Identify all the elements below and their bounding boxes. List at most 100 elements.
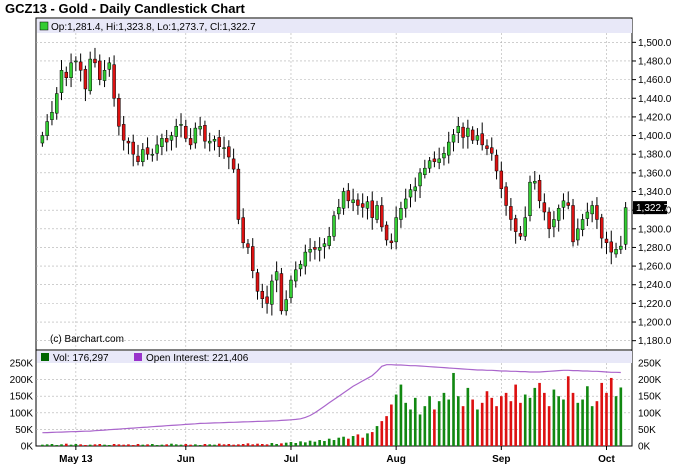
- candle-body: [547, 211, 551, 230]
- candle-body: [375, 205, 379, 220]
- volume-bar: [160, 444, 164, 446]
- candle-body: [227, 146, 231, 158]
- volume-bar: [519, 402, 522, 446]
- volume-bar: [265, 444, 269, 446]
- price-panel: [35, 17, 633, 351]
- candle-body: [107, 62, 112, 70]
- volume-bar: [131, 445, 135, 446]
- price-axis-ticks: 1,180.0 1,200.0 1,220.0 1,240.0 1,260.0 1,280…: [632, 38, 672, 347]
- volume-bar: [103, 444, 106, 446]
- volume-bar: [141, 444, 145, 446]
- candle-body: [461, 126, 465, 138]
- volume-panel: [35, 349, 633, 447]
- candle-body: [494, 154, 499, 172]
- volume-bar: [98, 444, 102, 446]
- price-tick-label: 1,420.0: [638, 112, 672, 123]
- candle-body: [599, 217, 604, 239]
- volume-bar: [304, 442, 307, 446]
- candle-body: [303, 251, 308, 267]
- volume-bar: [514, 384, 517, 446]
- volume-bar: [189, 444, 192, 446]
- candle-body: [523, 217, 527, 237]
- candle-body: [203, 125, 207, 142]
- candle-body: [59, 70, 64, 93]
- volume-legend-swatch: [41, 353, 49, 361]
- volume-bar: [356, 434, 360, 446]
- candle-body: [356, 199, 360, 206]
- candle-body: [561, 200, 566, 208]
- volume-axis-ticks-right: 0K 50K 100K 150K 200K 250K: [638, 359, 662, 453]
- volume-bar: [476, 409, 479, 446]
- volume-bar: [246, 443, 250, 446]
- volume-bar: [112, 444, 116, 446]
- candle-body: [150, 153, 155, 156]
- candle-body: [537, 180, 542, 202]
- volume-bar: [275, 444, 278, 446]
- volume-bar: [327, 438, 331, 446]
- candle-body: [499, 170, 504, 189]
- price-tick-label: 1,180.0: [638, 336, 672, 347]
- candle-body: [121, 124, 126, 141]
- candle-body: [456, 125, 461, 134]
- price-tick-label: 1,200.0: [638, 318, 672, 329]
- candle-body: [50, 112, 54, 120]
- candle-body: [427, 160, 432, 169]
- candle-body: [446, 141, 451, 156]
- volume-bar: [289, 442, 293, 446]
- candle-body: [69, 62, 73, 79]
- candle-body: [255, 272, 260, 292]
- candle-body: [403, 198, 408, 209]
- candle-body: [475, 135, 480, 141]
- volume-bar: [251, 444, 255, 446]
- price-tick-label: 1,240.0: [638, 280, 672, 291]
- volume-bar: [155, 445, 159, 446]
- volume-tick-label-right: 150K: [638, 392, 662, 403]
- volume-tick-label-right: 200K: [638, 375, 662, 386]
- volume-bar: [466, 387, 470, 446]
- candle-body: [45, 121, 49, 136]
- volume-bar: [390, 404, 393, 446]
- candle-body: [40, 135, 45, 144]
- volume-bar: [136, 444, 140, 446]
- candle-body: [207, 140, 212, 144]
- volume-bar: [509, 401, 513, 446]
- candle-body: [246, 243, 250, 248]
- volume-bar: [399, 384, 403, 446]
- volume-bar: [562, 399, 565, 446]
- candle-body: [360, 203, 365, 208]
- candle-body: [64, 71, 69, 79]
- volume-bar: [208, 444, 212, 446]
- volume-tick-label-right: 100K: [638, 408, 662, 419]
- volume-bar: [605, 392, 608, 446]
- candle-body: [279, 273, 284, 312]
- volume-bar: [165, 444, 168, 446]
- volume-bar: [88, 444, 92, 446]
- candle-body: [614, 249, 618, 255]
- volume-bar: [552, 389, 556, 446]
- candle-body: [117, 98, 121, 127]
- candle-body: [442, 153, 446, 159]
- candle-body: [370, 200, 374, 218]
- candle-body: [298, 263, 303, 270]
- candle-body: [466, 127, 470, 137]
- candle-body: [432, 158, 437, 162]
- volume-bar: [127, 444, 130, 446]
- candle-body: [485, 145, 489, 149]
- volume-bar: [198, 445, 202, 446]
- volume-bar: [609, 377, 613, 446]
- candle-body: [265, 296, 269, 304]
- volume-bar: [490, 397, 494, 446]
- volume-bar: [428, 396, 431, 446]
- volume-tick-label-left: 50K: [15, 425, 33, 436]
- volume-bar-series: [41, 372, 623, 446]
- candle-body: [528, 181, 532, 216]
- candle-body: [595, 205, 599, 220]
- volume-tick-label-right: 0K: [638, 442, 651, 453]
- volume-bar: [543, 392, 546, 446]
- price-legend-swatch: [39, 21, 49, 31]
- candle-body: [623, 207, 628, 245]
- candle-body: [74, 60, 78, 63]
- x-tick-label: Jun: [177, 454, 195, 465]
- volume-bar: [571, 392, 575, 446]
- volume-bar: [299, 441, 302, 446]
